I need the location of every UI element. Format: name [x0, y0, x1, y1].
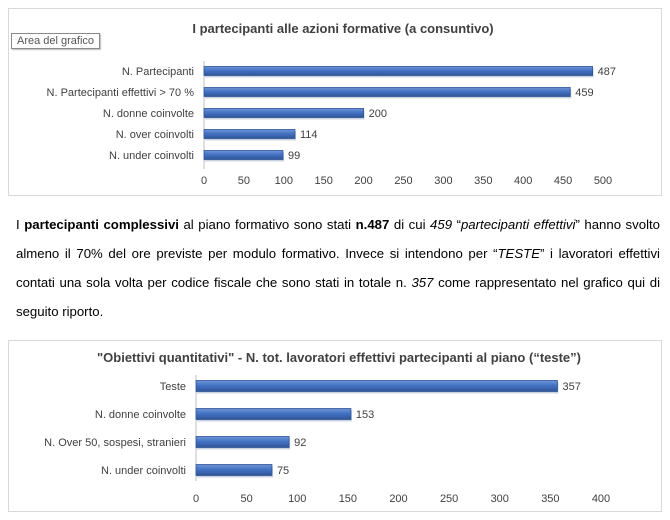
data-label: 357	[562, 381, 580, 393]
paragraph-text: I	[16, 217, 25, 232]
x-tick-label: 500	[594, 175, 612, 187]
data-label: 487	[598, 66, 616, 78]
data-label: 153	[356, 409, 374, 421]
x-tick-label: 50	[238, 175, 250, 187]
chart-participants-svg: I partecipanti alle azioni formative (a …	[47, 21, 616, 187]
bar	[195, 380, 558, 392]
data-label: 75	[277, 465, 289, 477]
bar	[203, 87, 571, 97]
data-label: 459	[575, 87, 593, 99]
chart-participants[interactable]: I partecipanti alle azioni formative (a …	[8, 8, 662, 196]
bar	[203, 129, 296, 139]
x-tick-label: 150	[339, 493, 357, 505]
category-label: N. under coinvolti	[101, 465, 186, 477]
x-tick-label: 50	[241, 493, 253, 505]
x-tick-label: 300	[491, 493, 509, 505]
x-tick-label: 100	[288, 493, 306, 505]
data-label: 99	[288, 150, 300, 162]
x-tick-label: 400	[514, 175, 532, 187]
paragraph-text: di cui	[389, 217, 431, 232]
bar	[195, 408, 352, 420]
category-label: N. Over 50, sospesi, stranieri	[44, 437, 186, 449]
category-label: N. donne coinvolte	[95, 409, 186, 421]
x-tick-label: 100	[275, 175, 293, 187]
bar	[203, 66, 594, 76]
x-tick-label: 350	[541, 493, 559, 505]
x-tick-label: 250	[394, 175, 412, 187]
bar	[195, 436, 290, 448]
category-label: N. over coinvolti	[116, 129, 194, 141]
paragraph-italic-text: TESTE	[497, 246, 541, 261]
x-tick-label: 450	[554, 175, 572, 187]
paragraph-text: come rappresentato nel grafico qui di se…	[16, 275, 660, 319]
x-tick-label: 350	[474, 175, 492, 187]
category-label: N. Partecipanti effettivi > 70 %	[47, 87, 195, 99]
x-tick-label: 250	[440, 493, 458, 505]
summary-paragraph: I partecipanti complessivi al piano form…	[16, 210, 660, 326]
category-label: N. under coinvolti	[109, 150, 194, 162]
x-tick-label: 300	[434, 175, 452, 187]
category-label: N. donne coinvolte	[103, 108, 194, 120]
bar	[195, 464, 273, 476]
paragraph-text: al piano formativo sono stati	[178, 217, 356, 232]
data-label: 200	[369, 108, 387, 120]
paragraph-italic-text: partecipanti effettivi	[460, 217, 576, 232]
paragraph-text: ” i lavoratori effettivi contati una sol…	[16, 246, 660, 290]
data-label: 114	[300, 129, 318, 141]
chart-objectives[interactable]: "Obiettivi quantitativi" - N. tot. lavor…	[8, 340, 662, 512]
category-label: N. Partecipanti	[122, 66, 194, 78]
x-tick-label: 200	[389, 493, 407, 505]
paragraph-bold-text: n.487	[355, 217, 390, 232]
x-tick-label: 200	[354, 175, 372, 187]
paragraph-text: ” hanno svolto almeno il 70% del ore pre…	[16, 217, 661, 261]
category-label: Teste	[160, 381, 186, 393]
bar	[203, 150, 284, 160]
x-tick-label: 400	[592, 493, 610, 505]
x-tick-label: 0	[193, 493, 199, 505]
data-label: 92	[294, 437, 306, 449]
chart-title: "Obiettivi quantitativi" - N. tot. lavor…	[97, 350, 581, 365]
paragraph-text: “	[452, 217, 461, 232]
chart-title: I partecipanti alle azioni formative (a …	[192, 21, 493, 36]
paragraph-italic-text: 357	[411, 275, 434, 290]
x-tick-label: 150	[315, 175, 333, 187]
paragraph-italic-text: 459	[430, 217, 453, 232]
x-tick-label: 0	[201, 175, 207, 187]
chart-objectives-svg: "Obiettivi quantitativi" - N. tot. lavor…	[44, 350, 610, 505]
chart-area-tooltip: Area del grafico	[11, 33, 101, 49]
paragraph-bold-text: partecipanti complessivi	[24, 217, 179, 232]
bar	[203, 108, 365, 118]
